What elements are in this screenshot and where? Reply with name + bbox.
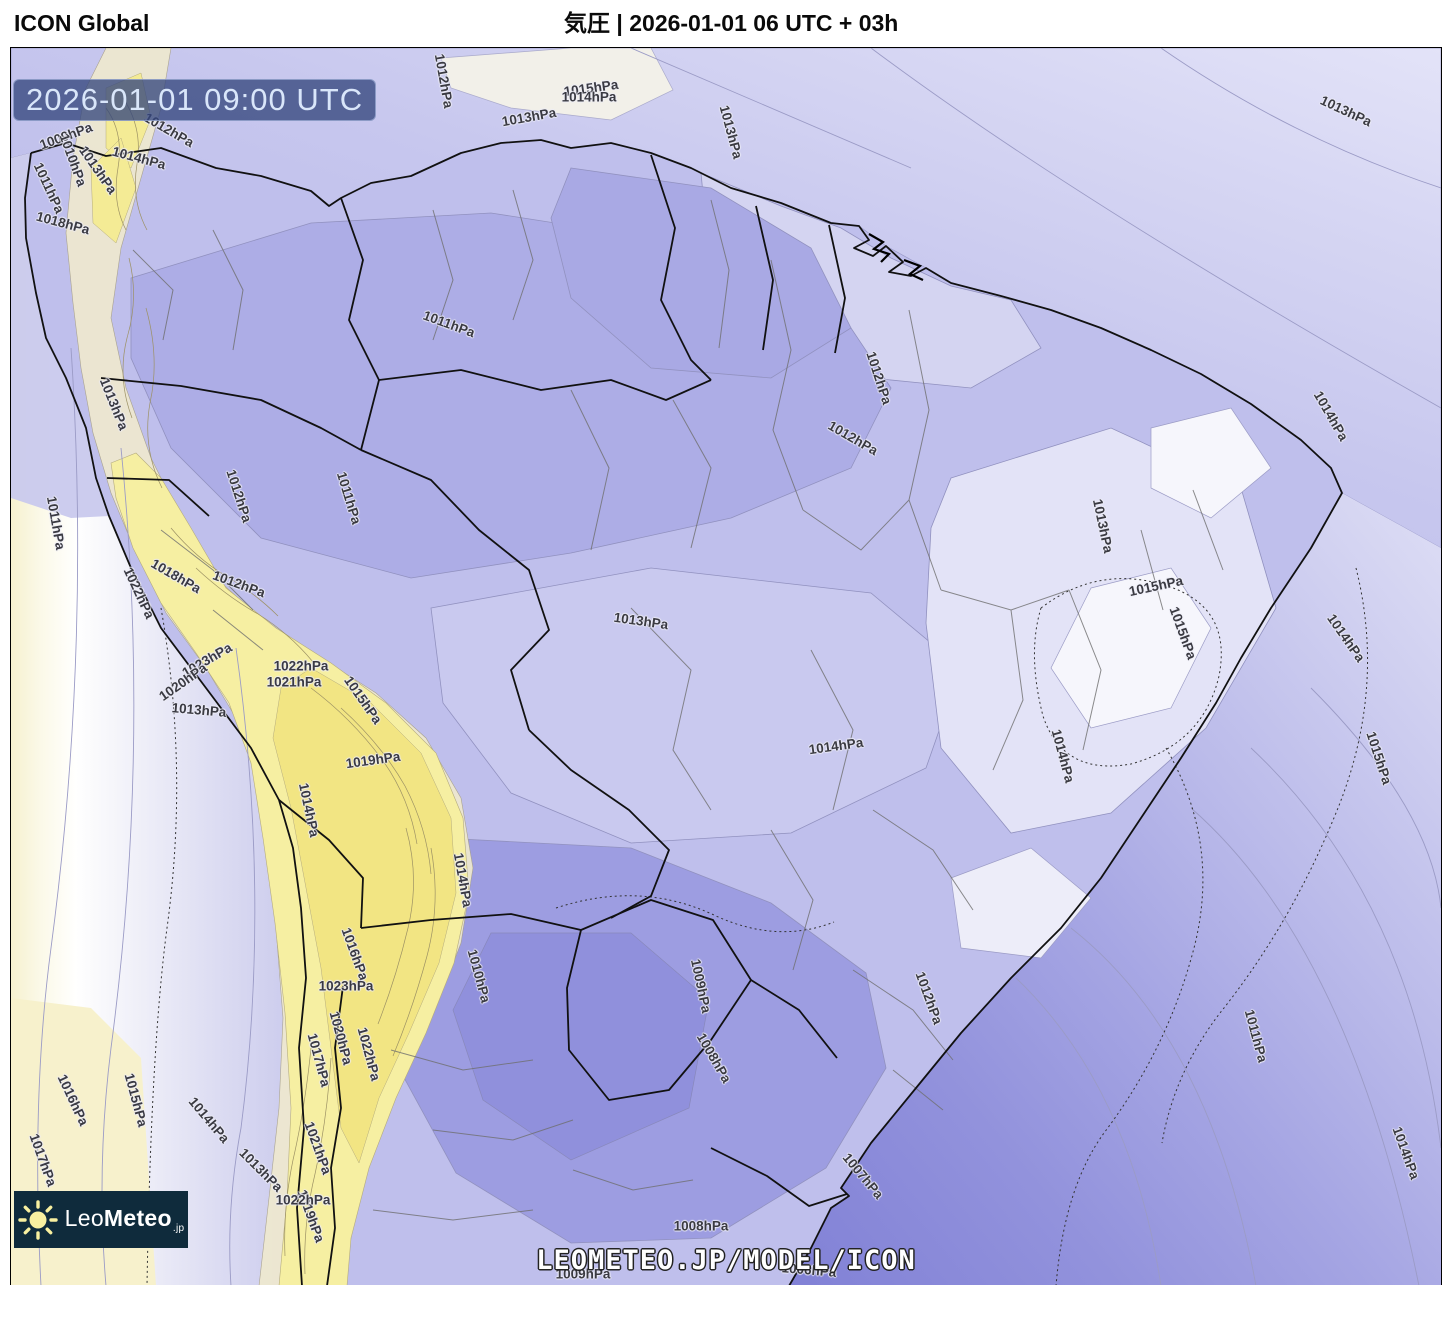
coastline-west xyxy=(24,152,307,1286)
state-borders xyxy=(132,189,1224,1221)
region-central-light xyxy=(430,567,962,844)
isobar-lines xyxy=(37,48,1441,1286)
map-art xyxy=(11,48,1441,1286)
country-borders xyxy=(24,139,1343,1286)
footer: 1005.50 hPa 9559609659709759809859909951… xyxy=(0,1285,1449,1338)
delta-islands xyxy=(868,233,924,281)
logo-text: LeoMeteo.jp xyxy=(64,1204,185,1235)
coastline-north-east xyxy=(30,139,1343,1286)
region-top-white-patch xyxy=(440,48,674,121)
region-south-deep xyxy=(452,932,710,1161)
pressure-map: 1009hPa 1010hPa 1011hPa 1013hPa 1014hPa 1012h… xyxy=(10,47,1442,1287)
andes-colombia-yellow-2 xyxy=(90,137,137,244)
watermark: LEOMETEO.JP/MODEL/ICON xyxy=(536,1245,916,1276)
ocean-pacific-north-shade xyxy=(11,153,109,518)
model-name: ICON Global xyxy=(14,10,150,36)
region-venezuela-shade xyxy=(550,167,852,379)
sun-icon xyxy=(17,1199,58,1240)
timestamp-overlay: 2026-01-01 09:00 UTC xyxy=(13,79,377,121)
ocean-south-atlantic xyxy=(789,493,1441,1286)
region-goias-white xyxy=(950,847,1092,959)
andes-bright-core xyxy=(272,667,457,1164)
region-ne-white-2 xyxy=(1150,407,1272,519)
header: ICON Global 気圧 | 2026-01-01 06 UTC + 03h xyxy=(0,0,1449,47)
dotted-contours xyxy=(146,567,1369,1286)
page-title: 気圧 | 2026-01-01 06 UTC + 03h xyxy=(564,10,899,36)
region-ne-white-1 xyxy=(1050,567,1212,729)
leometeo-logo: LeoMeteo.jp xyxy=(14,1191,188,1248)
